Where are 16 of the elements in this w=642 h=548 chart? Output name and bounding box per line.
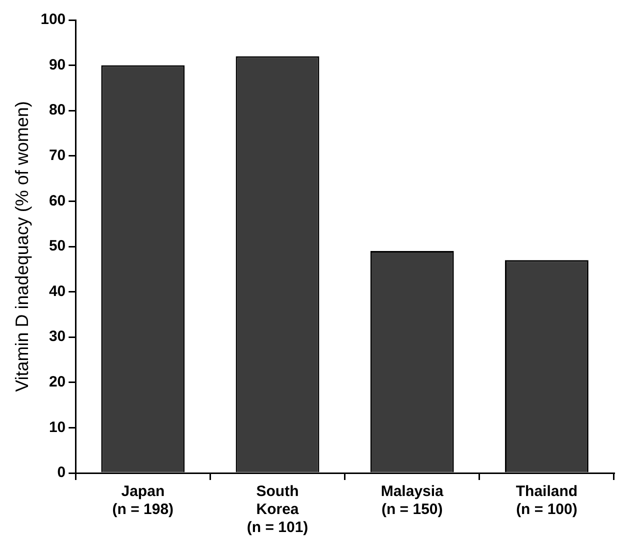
x-tick-label: Thailand (n = 100) (516, 483, 578, 518)
y-tick-label: 20 (48, 374, 66, 391)
y-tick-label: 40 (48, 282, 66, 300)
y-tick-label: 60 (48, 192, 66, 210)
y-tick-label: 50 (48, 238, 66, 255)
y-tick-label: 70 (48, 147, 66, 164)
y-tick-label: 80 (48, 102, 66, 119)
y-tick-label: 100 (40, 11, 66, 28)
x-tick-label: Japan (n = 198) (112, 483, 174, 518)
x-tick-label: Malaysia (n = 150) (380, 483, 444, 518)
y-tick-label: 30 (48, 328, 66, 346)
y-tick-label: 10 (48, 418, 66, 436)
y-tick-label: 0 (57, 464, 66, 482)
x-tick-label: South Korea (n = 101) (246, 483, 308, 536)
y-axis-title: Vitamin D inadequacy (% of women) (12, 101, 32, 392)
y-tick-label: 90 (48, 56, 66, 74)
